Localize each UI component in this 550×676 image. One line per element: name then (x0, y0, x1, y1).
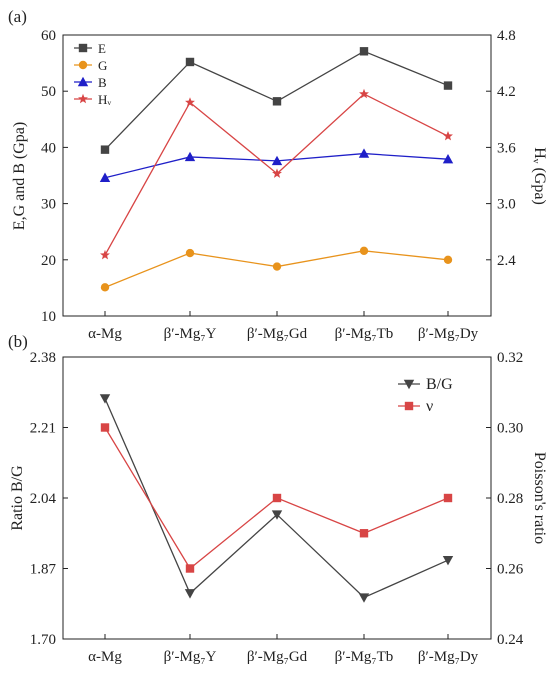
legend-marker (78, 60, 88, 70)
data-point (185, 97, 195, 107)
panel-a-series (99, 47, 454, 292)
data-point (358, 593, 370, 603)
data-point (443, 81, 453, 90)
legend-label: G (98, 58, 107, 73)
data-point (358, 148, 370, 158)
legend-marker (78, 43, 88, 53)
y-tick-label: 30 (41, 197, 56, 213)
x-tick-label: β′-Mg₇Gd (247, 326, 308, 342)
y2-tick-label: 4.8 (497, 28, 516, 44)
y2-tick-label: 0.26 (497, 562, 524, 578)
x-tick-label: β′-Mg₇Tb (335, 649, 394, 665)
y-tick-label: 1.70 (30, 632, 56, 648)
legend-marker (77, 76, 89, 87)
panel-b-y-label: Ratio B/G (9, 465, 26, 531)
data-point (443, 255, 453, 264)
series-0 (100, 47, 453, 154)
y2-tick-label: 0.28 (497, 491, 523, 507)
x-tick-label: β′-Mg₇Tb (335, 326, 394, 342)
legend-label: Hᵥ (98, 92, 111, 107)
y-tick-label: 1.87 (30, 562, 57, 578)
legend-marker (404, 401, 414, 411)
panel-a-label: (a) (8, 7, 27, 26)
y2-tick-label: 3.0 (497, 197, 516, 213)
y2-tick-label: 0.30 (497, 421, 523, 437)
legend-label: B/G (426, 376, 453, 393)
panel-b-label: (b) (8, 332, 28, 351)
data-point (185, 57, 195, 67)
data-point (100, 283, 110, 292)
legend-marker (403, 379, 415, 390)
y-tick-label: 20 (41, 253, 56, 269)
x-tick-label: β′-Mg₇Dy (418, 326, 479, 342)
series-1 (100, 423, 453, 573)
data-point (359, 246, 369, 256)
data-point (442, 556, 454, 566)
x-tick-label: α-Mg (88, 649, 122, 665)
data-point (184, 151, 196, 162)
data-point (100, 249, 110, 260)
data-point (185, 248, 195, 258)
y2-tick-label: 0.32 (497, 350, 523, 366)
y-tick-label: 60 (41, 28, 56, 44)
x-tick-label: β′-Mg₇Gd (247, 649, 308, 665)
data-point (185, 564, 195, 573)
y2-tick-label: 3.6 (497, 140, 516, 156)
y2-tick-label: 4.2 (497, 84, 516, 100)
data-point (443, 493, 453, 503)
data-point (359, 529, 369, 538)
x-tick-label: α-Mg (88, 326, 122, 342)
legend-marker (78, 93, 88, 104)
data-point (271, 510, 283, 520)
panel-b-legend: B/G ν (398, 376, 453, 415)
panel-a-y2-label: Hᵥ (Gpa) (531, 147, 548, 205)
y2-tick-label: 2.4 (497, 253, 516, 269)
y-tick-label: 2.04 (30, 491, 57, 507)
panel-a-legend: EGB Hᵥ (74, 41, 111, 107)
x-tick-label: β′-Mg₇Y (164, 326, 217, 342)
y2-tick-label: 0.24 (497, 632, 524, 648)
data-point (271, 155, 283, 166)
x-tick-label: β′-Mg₇Y (164, 649, 217, 665)
legend-label: E (98, 41, 106, 56)
y-tick-label: 10 (41, 309, 56, 325)
series-3 (100, 88, 453, 260)
x-tick-label: β′-Mg₇Dy (418, 649, 479, 665)
data-point (99, 172, 111, 182)
panel-a-categories: α-Mg β′-Mg₇Y β′-Mg₇Gd β′-Mg₇Tb β′-Mg₇Dy (88, 326, 479, 342)
data-point (99, 394, 111, 404)
y-tick-label: 40 (41, 140, 56, 156)
y-tick-label: 2.38 (30, 350, 56, 366)
data-point (100, 145, 110, 154)
data-point (442, 154, 454, 164)
data-point (443, 130, 453, 141)
legend-label: B (98, 75, 107, 90)
data-point (272, 97, 282, 106)
panel-b-ticks: 1.70 1.87 2.04 2.21 2.38 0.24 0.26 0.28 0.30 0.32 (30, 350, 524, 648)
series-2 (99, 148, 454, 182)
panel-a: (a) E,G and B (Gpa) Hᵥ (Gpa) 10 20 30 40 50 6… (8, 7, 548, 342)
series-1 (100, 246, 453, 292)
data-point (359, 88, 369, 99)
data-point (359, 47, 369, 56)
panel-b-categories: α-Mg β′-Mg₇Y β′-Mg₇Gd β′-Mg₇Tb β′-Mg₇Dy (88, 649, 479, 665)
legend-label: ν (426, 398, 433, 415)
panel-a-y-label: E,G and B (Gpa) (11, 122, 28, 230)
y-tick-label: 50 (41, 84, 56, 100)
data-point (272, 493, 282, 503)
series-0 (99, 394, 454, 603)
data-point (272, 262, 282, 271)
panel-a-ticks: 10 20 30 40 50 60 2.4 3.0 3.6 4.2 4.8 (41, 28, 516, 325)
data-point (184, 589, 196, 599)
data-point (272, 168, 282, 178)
panel-b: (b) Ratio B/G Poisson's ratio 1.70 1.87 2.… (8, 332, 548, 665)
data-point (100, 423, 110, 432)
panel-b-series (99, 394, 454, 603)
y-tick-label: 2.21 (30, 421, 56, 437)
panel-b-y2-label: Poisson's ratio (531, 452, 548, 544)
